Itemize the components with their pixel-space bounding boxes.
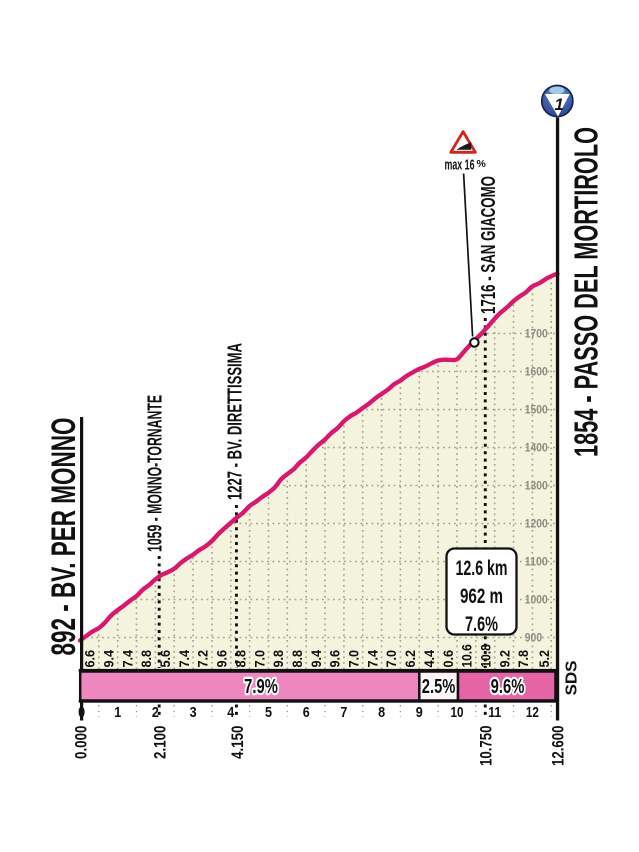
svg-text:1716 - SAN GIACOMO: 1716 - SAN GIACOMO: [478, 176, 500, 314]
svg-text:1059 - MONNO-TORNANTE: 1059 - MONNO-TORNANTE: [145, 395, 167, 552]
svg-text:10.6: 10.6: [459, 644, 475, 667]
svg-text:7.4: 7.4: [364, 650, 380, 668]
svg-text:0.000: 0.000: [71, 726, 90, 760]
svg-text:6.6: 6.6: [82, 650, 98, 668]
svg-text:1400: 1400: [525, 440, 548, 454]
svg-text:10: 10: [451, 705, 464, 721]
svg-text:9.4: 9.4: [101, 650, 117, 668]
svg-text:10.8: 10.8: [478, 644, 494, 667]
svg-text:7.2: 7.2: [195, 650, 211, 668]
svg-text:max 16: max 16: [445, 156, 475, 173]
svg-text:8.8: 8.8: [289, 650, 305, 668]
svg-text:7.4: 7.4: [176, 650, 192, 668]
svg-text:10.750: 10.750: [477, 726, 496, 767]
svg-text:1: 1: [555, 96, 564, 114]
svg-text:8.8: 8.8: [138, 650, 154, 668]
svg-text:12: 12: [526, 705, 539, 721]
svg-text:0: 0: [78, 705, 85, 721]
svg-text:7: 7: [340, 705, 347, 721]
svg-text:9.8: 9.8: [270, 650, 286, 668]
svg-text:1200: 1200: [525, 516, 548, 530]
svg-text:6: 6: [303, 705, 310, 721]
svg-text:7.4: 7.4: [119, 650, 135, 668]
svg-text:1227 - BV. DIRETTISSIMA: 1227 - BV. DIRETTISSIMA: [225, 343, 247, 500]
svg-text:7.0: 7.0: [346, 650, 362, 668]
svg-text:7.8: 7.8: [515, 650, 531, 668]
svg-text:9.4: 9.4: [308, 650, 324, 668]
svg-text:892 - BV. PER MONNO: 892 - BV. PER MONNO: [45, 418, 83, 656]
svg-text:962 m: 962 m: [460, 585, 503, 608]
svg-text:1300: 1300: [525, 478, 548, 492]
svg-text:7.6%: 7.6%: [465, 613, 498, 636]
svg-text:9.2: 9.2: [496, 650, 512, 668]
svg-text:7.0: 7.0: [383, 650, 399, 668]
svg-text:2: 2: [152, 705, 159, 721]
svg-text:6.2: 6.2: [402, 650, 418, 668]
svg-text:1000: 1000: [525, 592, 548, 606]
svg-text:9.6: 9.6: [327, 650, 343, 668]
svg-text:7.0: 7.0: [251, 650, 267, 668]
svg-text:2.100: 2.100: [151, 726, 170, 760]
svg-text:1500: 1500: [525, 402, 548, 416]
svg-text:4.150: 4.150: [228, 726, 247, 760]
svg-text:12.600: 12.600: [548, 726, 567, 767]
svg-text:900: 900: [525, 630, 543, 644]
svg-text:1: 1: [114, 705, 121, 721]
svg-text:5: 5: [265, 705, 272, 721]
svg-text:2.5%: 2.5%: [422, 675, 456, 698]
svg-text:SDS: SDS: [564, 661, 581, 696]
svg-text:9.6: 9.6: [214, 650, 230, 668]
svg-text:9: 9: [416, 705, 423, 721]
svg-text:12.6 km: 12.6 km: [456, 557, 508, 580]
svg-text:1854 - PASSO DEL MORTIROLO: 1854 - PASSO DEL MORTIROLO: [569, 127, 606, 457]
svg-text:3: 3: [190, 705, 197, 721]
svg-text:8: 8: [378, 705, 385, 721]
svg-text:%: %: [477, 158, 487, 170]
svg-text:11: 11: [488, 705, 501, 721]
svg-text:9.6%: 9.6%: [491, 675, 525, 698]
svg-text:8.8: 8.8: [232, 650, 248, 668]
svg-text:4: 4: [227, 705, 234, 721]
svg-text:1600: 1600: [525, 364, 548, 378]
svg-text:5.6: 5.6: [157, 650, 173, 668]
svg-text:0.6: 0.6: [440, 650, 456, 668]
svg-text:4.4: 4.4: [421, 650, 437, 668]
svg-text:5.2: 5.2: [536, 650, 552, 668]
svg-text:1100: 1100: [525, 554, 548, 568]
svg-text:1700: 1700: [525, 326, 548, 340]
svg-text:7.9%: 7.9%: [244, 675, 278, 698]
